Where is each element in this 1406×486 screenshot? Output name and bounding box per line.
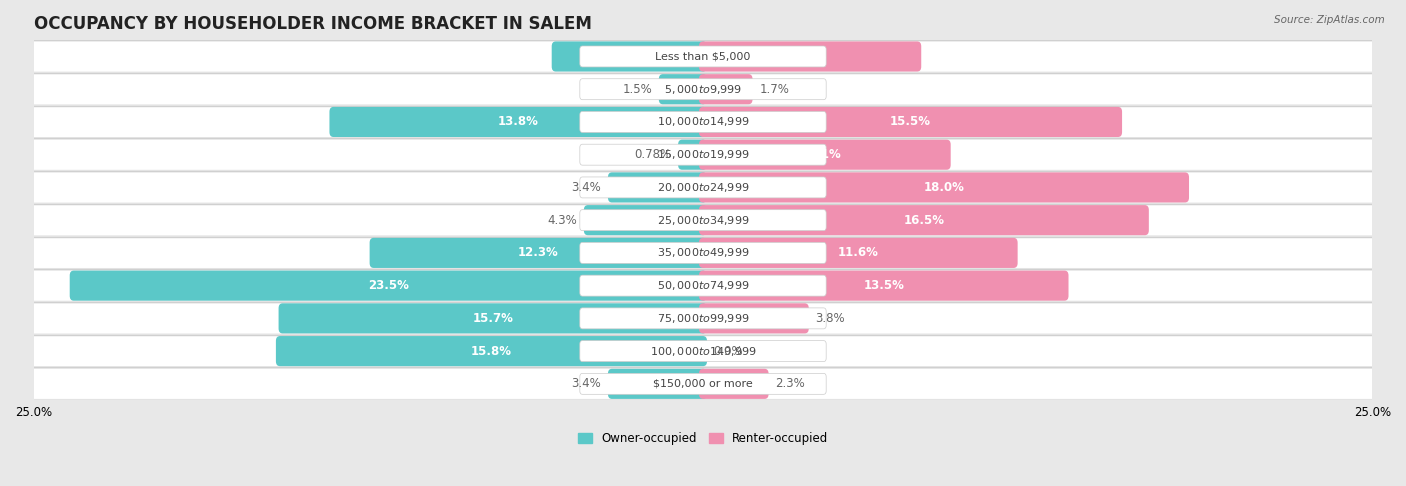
Text: $5,000 to $9,999: $5,000 to $9,999	[664, 83, 742, 96]
Legend: Owner-occupied, Renter-occupied: Owner-occupied, Renter-occupied	[578, 432, 828, 445]
FancyBboxPatch shape	[34, 369, 1372, 399]
FancyBboxPatch shape	[278, 303, 707, 333]
FancyBboxPatch shape	[579, 144, 827, 165]
FancyBboxPatch shape	[34, 205, 1372, 235]
Text: 3.8%: 3.8%	[815, 312, 845, 325]
FancyBboxPatch shape	[329, 107, 707, 137]
FancyBboxPatch shape	[276, 336, 707, 366]
Text: Less than $5,000: Less than $5,000	[655, 52, 751, 62]
FancyBboxPatch shape	[579, 79, 827, 100]
Text: 11.6%: 11.6%	[838, 246, 879, 260]
Text: OCCUPANCY BY HOUSEHOLDER INCOME BRACKET IN SALEM: OCCUPANCY BY HOUSEHOLDER INCOME BRACKET …	[34, 15, 592, 33]
FancyBboxPatch shape	[699, 369, 769, 399]
FancyBboxPatch shape	[699, 205, 1149, 235]
FancyBboxPatch shape	[70, 271, 707, 301]
Text: 12.3%: 12.3%	[517, 246, 558, 260]
Text: $10,000 to $14,999: $10,000 to $14,999	[657, 116, 749, 128]
FancyBboxPatch shape	[34, 139, 1372, 170]
FancyBboxPatch shape	[678, 139, 707, 170]
Text: 5.5%: 5.5%	[613, 50, 645, 63]
FancyBboxPatch shape	[34, 173, 1372, 203]
Text: 16.5%: 16.5%	[904, 214, 945, 226]
FancyBboxPatch shape	[579, 243, 827, 263]
Text: 9.1%: 9.1%	[808, 148, 841, 161]
FancyBboxPatch shape	[699, 139, 950, 170]
FancyBboxPatch shape	[583, 205, 707, 235]
Text: 13.5%: 13.5%	[863, 279, 904, 292]
FancyBboxPatch shape	[699, 41, 921, 71]
FancyBboxPatch shape	[659, 74, 707, 104]
FancyBboxPatch shape	[607, 369, 707, 399]
FancyBboxPatch shape	[699, 238, 1018, 268]
Text: 1.5%: 1.5%	[623, 83, 652, 96]
FancyBboxPatch shape	[607, 173, 707, 203]
FancyBboxPatch shape	[579, 308, 827, 329]
FancyBboxPatch shape	[34, 74, 1372, 104]
Text: $15,000 to $19,999: $15,000 to $19,999	[657, 148, 749, 161]
Text: $50,000 to $74,999: $50,000 to $74,999	[657, 279, 749, 292]
Text: 0.78%: 0.78%	[634, 148, 672, 161]
FancyBboxPatch shape	[579, 46, 827, 67]
Text: $100,000 to $149,999: $100,000 to $149,999	[650, 345, 756, 358]
FancyBboxPatch shape	[699, 271, 1069, 301]
FancyBboxPatch shape	[34, 41, 1372, 71]
FancyBboxPatch shape	[699, 107, 1122, 137]
FancyBboxPatch shape	[579, 275, 827, 296]
Text: 3.4%: 3.4%	[571, 377, 602, 390]
FancyBboxPatch shape	[34, 336, 1372, 366]
Text: $150,000 or more: $150,000 or more	[654, 379, 752, 389]
FancyBboxPatch shape	[370, 238, 707, 268]
FancyBboxPatch shape	[34, 238, 1372, 268]
FancyBboxPatch shape	[34, 271, 1372, 301]
Text: 2.3%: 2.3%	[775, 377, 806, 390]
FancyBboxPatch shape	[699, 173, 1189, 203]
Text: 4.3%: 4.3%	[547, 214, 576, 226]
Text: Source: ZipAtlas.com: Source: ZipAtlas.com	[1274, 15, 1385, 25]
FancyBboxPatch shape	[579, 341, 827, 362]
Text: 15.5%: 15.5%	[890, 116, 931, 128]
FancyBboxPatch shape	[34, 107, 1372, 137]
FancyBboxPatch shape	[579, 177, 827, 198]
Text: $75,000 to $99,999: $75,000 to $99,999	[657, 312, 749, 325]
Text: 0.0%: 0.0%	[714, 345, 744, 358]
FancyBboxPatch shape	[579, 111, 827, 132]
FancyBboxPatch shape	[699, 74, 752, 104]
FancyBboxPatch shape	[551, 41, 707, 71]
Text: 15.8%: 15.8%	[471, 345, 512, 358]
Text: 8.0%: 8.0%	[794, 50, 827, 63]
Text: 18.0%: 18.0%	[924, 181, 965, 194]
Text: $25,000 to $34,999: $25,000 to $34,999	[657, 214, 749, 226]
Text: $35,000 to $49,999: $35,000 to $49,999	[657, 246, 749, 260]
Text: 1.7%: 1.7%	[759, 83, 789, 96]
FancyBboxPatch shape	[34, 303, 1372, 333]
Text: 3.4%: 3.4%	[571, 181, 602, 194]
FancyBboxPatch shape	[579, 209, 827, 231]
FancyBboxPatch shape	[579, 373, 827, 394]
FancyBboxPatch shape	[699, 303, 808, 333]
Text: 13.8%: 13.8%	[498, 116, 538, 128]
Text: 23.5%: 23.5%	[368, 279, 409, 292]
Text: $20,000 to $24,999: $20,000 to $24,999	[657, 181, 749, 194]
Text: 15.7%: 15.7%	[472, 312, 513, 325]
